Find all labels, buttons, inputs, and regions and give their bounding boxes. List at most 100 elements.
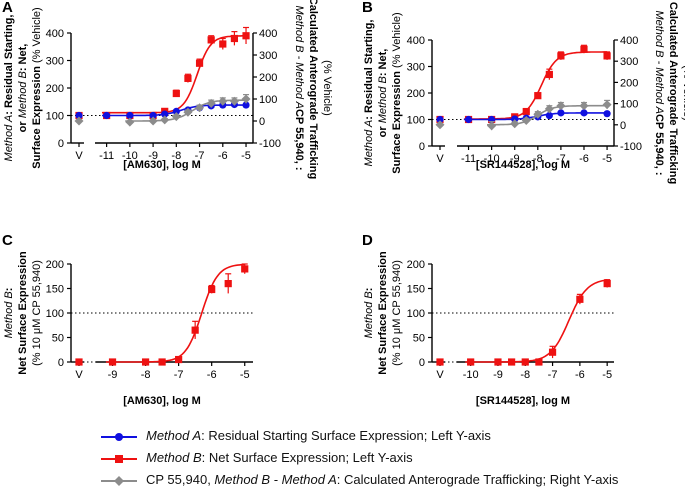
y-axis-right-title-line: Calculated Anterograde Trafficking <box>307 0 319 179</box>
x-tick-label: -6 <box>575 369 585 381</box>
y-tick-label-right: 400 <box>620 35 638 47</box>
x-axis-title: [AM630], log M <box>123 159 201 171</box>
legend-label-text: : Calculated Anterograde Trafficking; Ri… <box>336 472 619 487</box>
x-tick-label: -7 <box>548 369 558 381</box>
y-tick-label-left: 0 <box>419 357 425 369</box>
x-tick-label: -11 <box>461 153 476 165</box>
legend-swatch-method-a <box>101 432 137 441</box>
y-tick-label-left: 100 <box>46 308 64 320</box>
panel-letter: B <box>362 0 373 16</box>
legend-label-italic: Method A <box>146 428 202 443</box>
y-tick-label-right: 300 <box>620 56 638 68</box>
x-tick-label-vehicle: V <box>75 369 83 381</box>
y-tick-label-right: 300 <box>259 50 277 62</box>
data-point <box>521 358 529 366</box>
data-point-vehicle <box>75 358 83 366</box>
data-point <box>557 52 565 60</box>
x-tick-label: -6 <box>218 150 228 162</box>
data-point <box>208 285 216 294</box>
data-point-vehicle <box>436 358 444 366</box>
y-axis-title-line: Surface Expression (% Vehicle) <box>391 12 403 173</box>
y-tick-label-right: 100 <box>259 94 277 106</box>
data-point <box>126 111 134 120</box>
y-axis-right-title-line: (% Vehicle) <box>681 65 685 121</box>
y-tick-label-right: 200 <box>620 77 638 89</box>
series-diff <box>435 99 612 131</box>
data-point <box>576 295 584 303</box>
y-axis-right-title-line: (% Vehicle) <box>321 60 333 116</box>
y-tick-label-left: 100 <box>407 308 425 320</box>
data-point <box>544 104 554 114</box>
data-point-vehicle <box>436 115 444 124</box>
data-point <box>545 111 553 120</box>
legend-label-text: : Residual Starting Surface Expression; … <box>201 428 491 443</box>
y-tick-label-left: 50 <box>52 333 64 345</box>
legend-label-italic: Method B <box>146 450 202 465</box>
panel-letter: C <box>2 232 13 249</box>
chart-panel-b: B 0 100 200 300 400 -100 0 100 200 300 400 V -11 -10 -9… <box>362 0 685 184</box>
data-point <box>242 32 250 40</box>
x-tick-label: -7 <box>195 150 205 162</box>
y-tick-label-left: 300 <box>46 56 64 68</box>
data-point <box>533 109 543 119</box>
x-axis-title: [SR144528], log M <box>476 395 570 407</box>
x-tick-label: -7 <box>556 153 566 165</box>
y-tick-label-left: 200 <box>407 88 425 100</box>
data-point-vehicle <box>435 120 445 130</box>
y-axis-title-line: or Method B: Net, <box>377 49 389 138</box>
data-point <box>183 107 193 117</box>
data-point <box>224 280 232 288</box>
data-point <box>103 111 111 120</box>
chart-panel-a: A 0 100 200 300 400 -100 0 100 200 300 400 V -11 -10 -9… <box>2 0 333 179</box>
data-point <box>580 109 588 117</box>
data-point <box>602 100 612 110</box>
data-point <box>494 358 502 366</box>
data-point <box>171 112 181 122</box>
x-tick-label: -5 <box>602 153 612 165</box>
panel-letter: A <box>2 0 13 16</box>
y-tick-label-left: 50 <box>413 333 425 345</box>
legend-label-italic: Method B - Method A <box>214 472 337 487</box>
x-tick-label: -5 <box>602 369 612 381</box>
x-tick-label: -9 <box>510 153 520 165</box>
data-point <box>149 111 157 120</box>
data-point <box>230 34 239 43</box>
y-tick-label-left: 100 <box>407 115 425 127</box>
data-point <box>242 101 250 109</box>
data-point-vehicle <box>74 116 84 126</box>
data-point <box>141 358 150 366</box>
data-point <box>464 115 473 124</box>
series-diff <box>74 93 251 127</box>
y-tick-label-left: 200 <box>46 259 64 271</box>
x-tick-label: -9 <box>108 369 118 381</box>
x-tick-label: -11 <box>99 150 114 162</box>
y-tick-label-left: 0 <box>58 138 64 150</box>
data-point <box>184 74 192 82</box>
data-point <box>218 96 228 106</box>
y-tick-label-left: 300 <box>407 62 425 74</box>
y-tick-label-right: 0 <box>620 120 626 132</box>
legend-entry-method-a: Method A: Residual Starting Surface Expr… <box>100 428 491 443</box>
x-tick-label: -6 <box>579 153 589 165</box>
x-tick-label: -10 <box>463 369 479 381</box>
x-tick-label-vehicle: V <box>436 369 444 381</box>
data-point <box>195 59 204 67</box>
x-axis-title: [AM630], log M <box>123 395 201 407</box>
fit-curve <box>463 51 608 120</box>
data-point <box>172 107 180 115</box>
data-point <box>219 40 227 48</box>
y-tick-label-left: 200 <box>407 259 425 271</box>
data-point-vehicle <box>75 111 83 120</box>
y-axis-right-title-line: Method B - Method ACP 55,940, : <box>653 10 665 175</box>
series-method_b <box>436 279 611 366</box>
chart-panel-d: D 0 50 100 150 200 V -10 -9 -8 -7 -6 -5 [SR144528], l… <box>362 232 614 407</box>
data-point <box>556 101 566 111</box>
y-tick-label-left: 0 <box>58 357 64 369</box>
data-point <box>125 117 135 127</box>
data-point <box>534 92 542 100</box>
y-axis-right-title-line: Method B - Method ACP 55,940, : <box>293 5 305 170</box>
y-tick-label-left: 400 <box>407 35 425 47</box>
data-point <box>191 326 199 334</box>
data-point <box>603 52 611 60</box>
